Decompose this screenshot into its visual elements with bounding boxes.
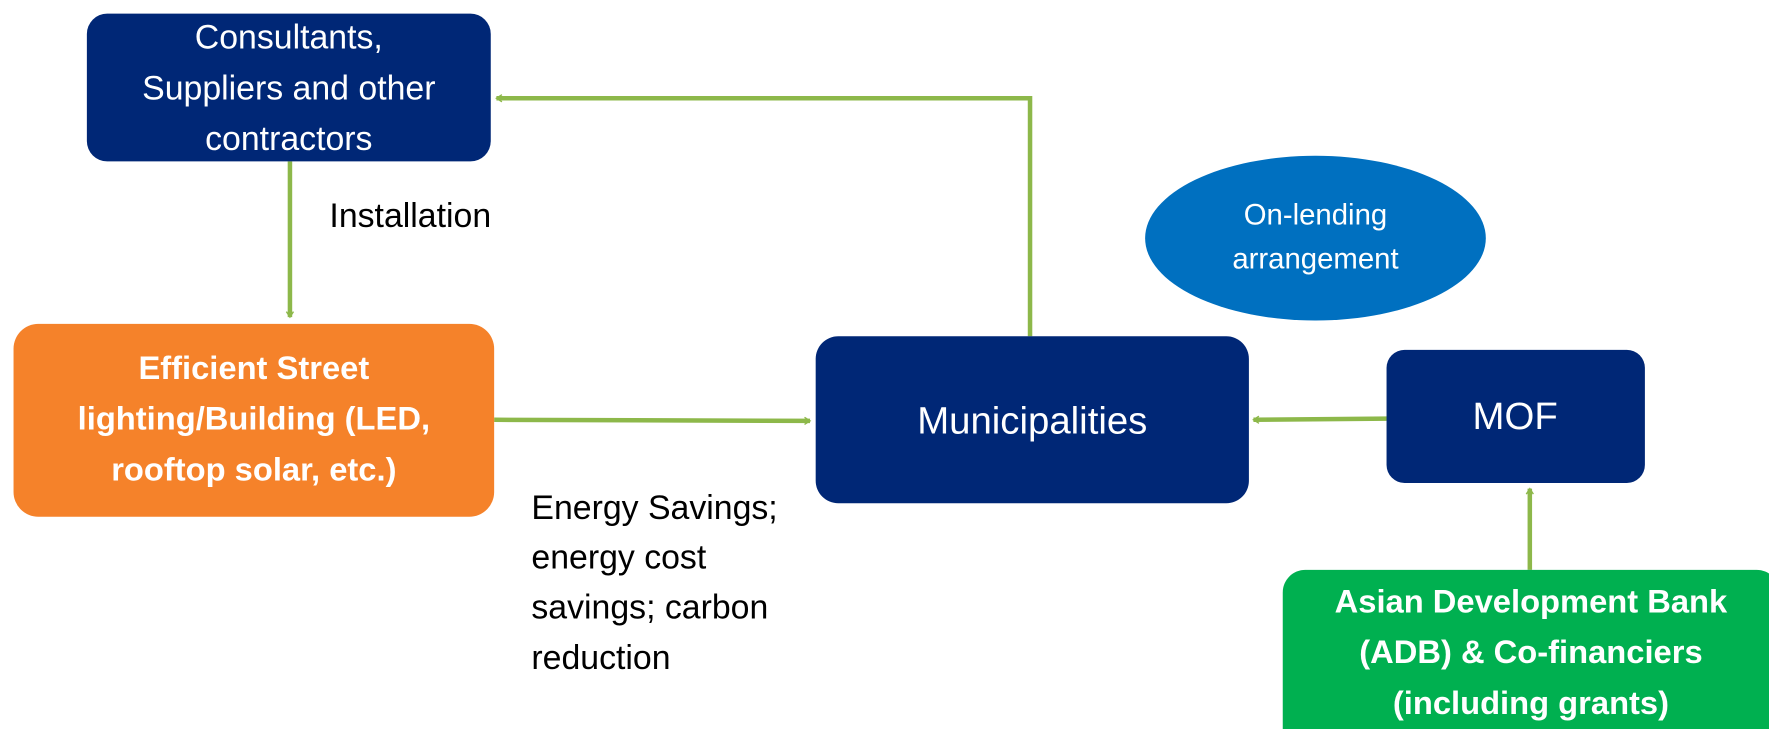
arrow [494, 416, 812, 426]
node-label: arrangement [1232, 242, 1398, 275]
node-label: lighting/Building (LED, [78, 400, 430, 437]
node-label: (ADB) & Co-financiers [1359, 633, 1702, 670]
arrow [495, 94, 1033, 337]
node-ellipse [1145, 155, 1486, 321]
edge-label: energy cost [531, 539, 706, 577]
node-label: contractors [205, 120, 372, 158]
node-box [86, 13, 491, 162]
node-box [815, 336, 1249, 504]
node-label: (including grants) [1393, 684, 1669, 721]
node-label: rooftop solar, etc.) [111, 450, 396, 487]
node-label: Efficient Street [138, 349, 369, 386]
node-box [1386, 349, 1645, 483]
node-label: Municipalities [917, 399, 1147, 442]
node-label: On-lending [1244, 198, 1387, 231]
node-label: Consultants, [195, 19, 383, 57]
node-label: MOF [1473, 395, 1558, 438]
edge-label: Energy Savings; [531, 489, 777, 527]
node-label: Asian Development Bank [1335, 582, 1728, 619]
edge-label: reduction [531, 639, 670, 677]
node-label: Suppliers and other [142, 69, 435, 107]
node-box [13, 323, 495, 517]
node-box [1282, 569, 1769, 729]
arrow [1252, 415, 1387, 424]
edge-label: savings; carbon [531, 588, 768, 626]
edge-label: Installation [329, 197, 491, 235]
